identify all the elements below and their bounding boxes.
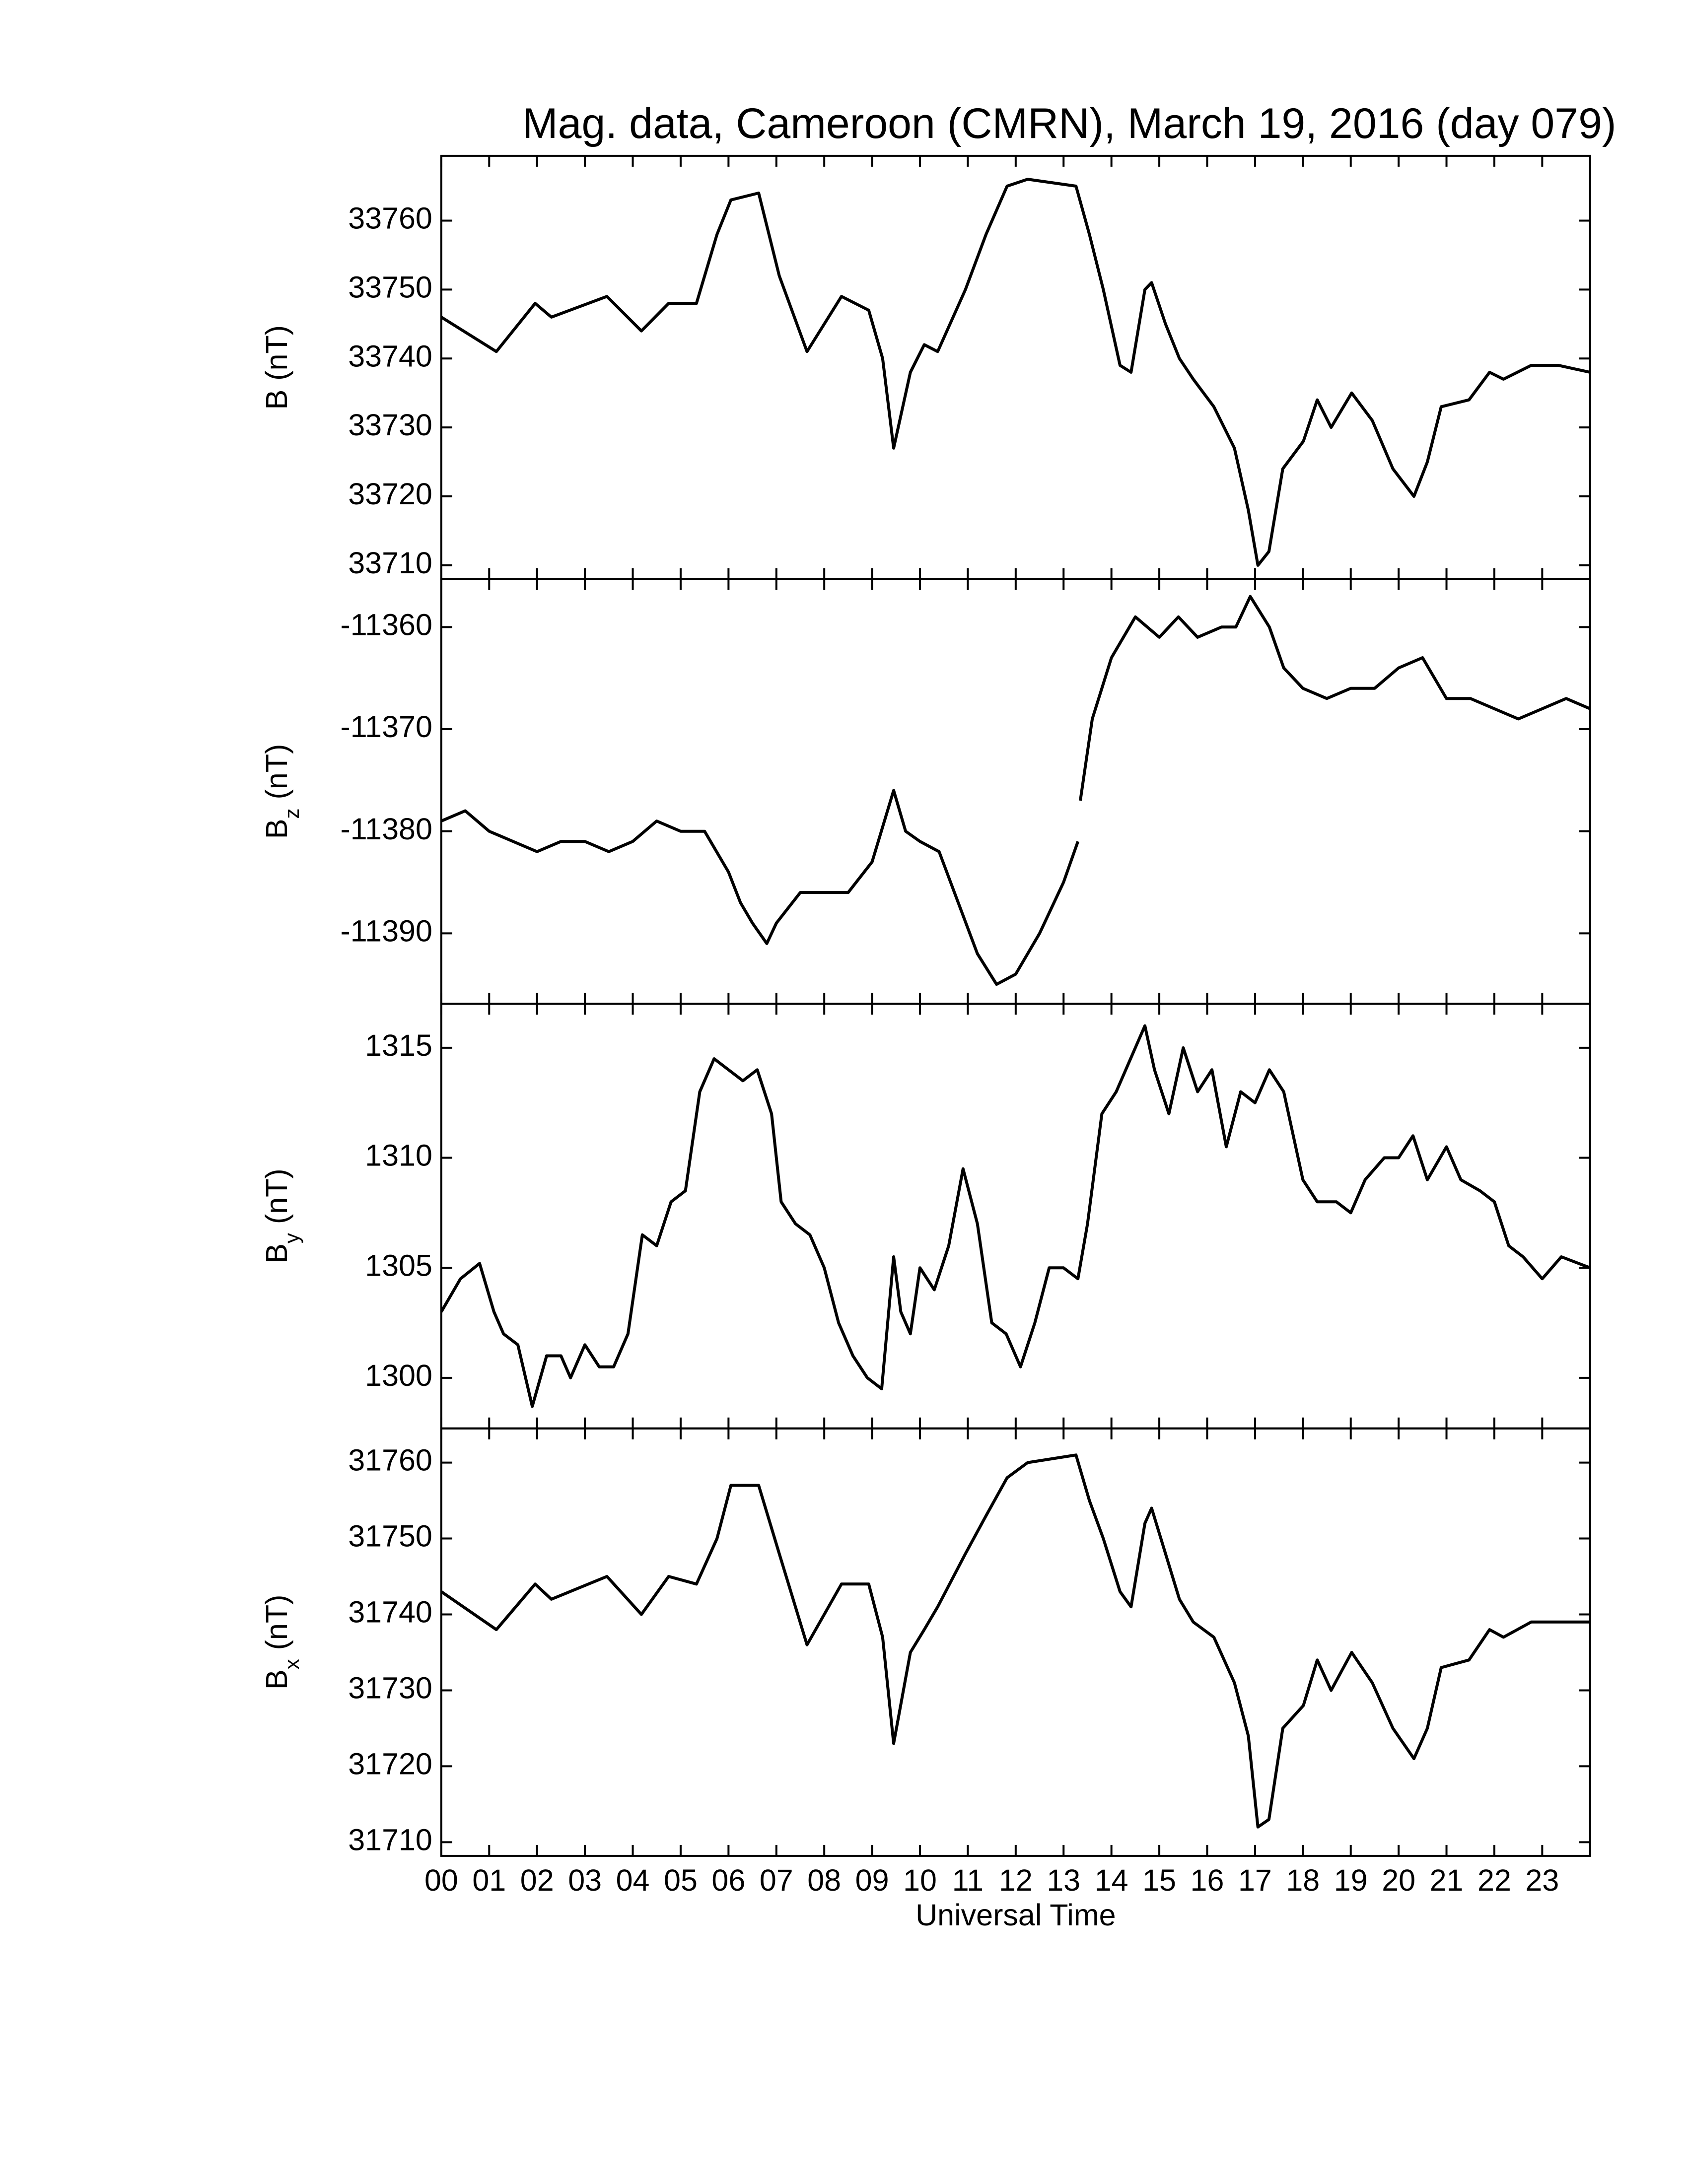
x-tick-label: 22 (1477, 1863, 1511, 1897)
x-tick-label: 14 (1095, 1863, 1128, 1897)
y-axis-label-unit: (nT) (260, 1168, 293, 1224)
x-tick-label: 18 (1286, 1863, 1320, 1897)
x-tick-label: 23 (1525, 1863, 1559, 1897)
y-tick-label: 31730 (348, 1671, 432, 1705)
y-tick-label: 33710 (348, 546, 432, 580)
y-axis-label-sub: z (280, 809, 303, 819)
y-tick-label: 31720 (348, 1747, 432, 1781)
y-axis-label-unit: (nT) (260, 325, 293, 381)
x-tick-label: 17 (1238, 1863, 1272, 1897)
y-tick-label: 33740 (348, 339, 432, 373)
y-axis-label-sub: x (280, 1659, 303, 1669)
x-tick-label: 08 (807, 1863, 841, 1897)
y-tick-label: 33730 (348, 408, 432, 442)
y-tick-label: 1300 (365, 1359, 432, 1392)
data-line (440, 595, 1591, 986)
y-axis-label: Bx (nT) (260, 1595, 303, 1690)
data-line (440, 1453, 1590, 1829)
x-tick-label: 03 (568, 1863, 602, 1897)
x-tick-label: 07 (760, 1863, 793, 1897)
y-tick-label: 33720 (348, 477, 432, 511)
y-tick-label: 31740 (348, 1595, 432, 1629)
y-tick-label: -11360 (340, 608, 432, 641)
y-axis-label-sub: y (280, 1233, 303, 1243)
x-tick-label: 13 (1047, 1863, 1080, 1897)
x-tick-label: 00 (424, 1863, 458, 1897)
y-tick-label: 1305 (365, 1248, 432, 1282)
y-tick-label: 31760 (348, 1443, 432, 1477)
x-tick-label: 20 (1382, 1863, 1415, 1897)
x-tick-label: 04 (616, 1863, 650, 1897)
y-axis-label-unit: (nT) (260, 744, 293, 800)
x-tick-label: 16 (1191, 1863, 1224, 1897)
y-axis-label-main: B (260, 390, 293, 410)
y-tick-label: 31710 (348, 1823, 432, 1856)
x-tick-label: 11 (952, 1863, 984, 1897)
y-axis-label: B (nT) (260, 325, 293, 410)
x-tick-label: 05 (664, 1863, 698, 1897)
plot-frame (440, 1427, 1591, 1857)
y-axis-label-main: B (260, 1669, 293, 1690)
x-tick-label: 12 (999, 1863, 1033, 1897)
x-tick-label: 09 (855, 1863, 889, 1897)
chart-title: Mag. data, Cameroon (CMRN), March 19, 20… (522, 100, 1617, 147)
y-axis-label-main: B (260, 1243, 293, 1264)
y-tick-label: -11380 (340, 812, 432, 846)
x-tick-label: 06 (711, 1863, 745, 1897)
x-tick-label: 02 (520, 1863, 554, 1897)
x-tick-label: 15 (1142, 1863, 1176, 1897)
x-axis-label: Universal Time (915, 1898, 1116, 1932)
x-tick-label: 01 (472, 1863, 506, 1897)
y-axis-label: Bz (nT) (260, 744, 303, 839)
y-tick-label: 1315 (365, 1028, 432, 1062)
y-axis-label: By (nT) (260, 1168, 303, 1264)
x-tick-label: 10 (903, 1863, 937, 1897)
plot-frame (440, 154, 1591, 580)
data-line (440, 178, 1591, 567)
x-tick-label: 21 (1430, 1863, 1464, 1897)
y-tick-label: -11370 (340, 710, 432, 744)
y-tick-label: 33760 (348, 202, 432, 235)
y-axis-label-unit: (nT) (260, 1595, 293, 1650)
y-tick-label: 1310 (365, 1139, 432, 1172)
y-tick-label: 31750 (348, 1519, 432, 1553)
y-tick-label: -11390 (340, 914, 432, 948)
plot-frame (440, 578, 1591, 1005)
x-tick-label: 19 (1334, 1863, 1368, 1897)
y-axis-label-main: B (260, 819, 293, 839)
data-line (440, 1024, 1591, 1408)
y-tick-label: 33750 (348, 270, 432, 304)
